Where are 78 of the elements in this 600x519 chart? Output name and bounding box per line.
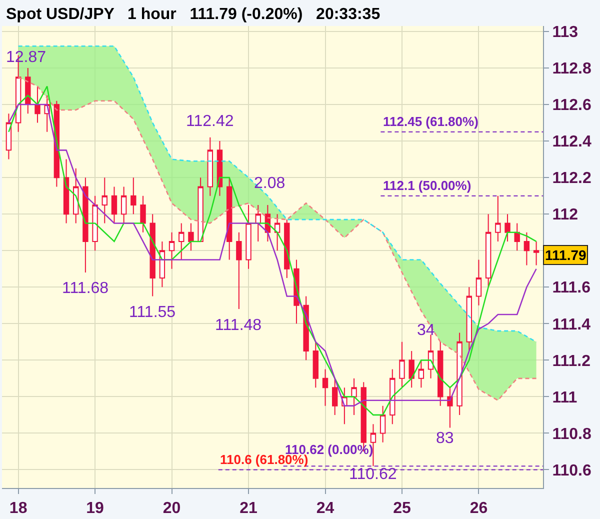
candlestick [428,334,434,379]
candlestick [438,341,444,406]
y-tick-label: 112.6 [552,97,592,114]
candlestick [198,177,204,242]
annotation: 12.87 [6,49,46,66]
candlestick [82,177,88,274]
candlestick [207,136,213,196]
y-tick-label: 111.4 [552,316,591,334]
candlestick [130,177,136,215]
candlestick [178,222,184,260]
candlestick [524,232,530,266]
annotation: 2.08 [254,175,286,192]
x-tick-label: 18 [9,500,28,518]
candlestick [351,378,357,416]
candlestick [312,341,319,388]
candlestick [466,286,472,352]
candlestick [216,140,223,196]
candlestick [380,405,386,443]
annotation: 111.68 [62,280,109,297]
candlestick [504,214,510,242]
candlestick [226,177,232,260]
candlestick [63,158,70,224]
annotation: 110.62 [349,466,397,483]
text: 111.79 [545,247,586,263]
candlestick [255,204,261,242]
candlestick [495,195,501,242]
annotation: 34 [417,322,435,339]
candlestick [485,214,492,288]
x-tick-label: 21 [240,500,258,518]
candlestick [120,186,127,224]
x-tick-label: 25 [393,500,411,518]
y-tick-label: 112.8 [552,60,592,78]
annotation: 83 [436,430,454,447]
candlestick [390,368,396,425]
candlestick [34,86,40,124]
candlestick [188,222,194,252]
ref-line-label: 112.45 (61.80%) [383,114,478,129]
y-tick-label: 110.8 [552,426,592,443]
candlestick [102,177,108,224]
y-tick-label: 110.6 [552,462,592,480]
candlestick [274,214,280,252]
y-tick-label: 113 [552,24,578,42]
y-tick-label: 111 [552,389,578,406]
candlestick [322,368,328,406]
x-tick-label: 24 [316,500,334,518]
y-tick-label: 112.4 [552,134,592,151]
y-tick-label: 112.2 [552,170,592,188]
x-tick-label: 20 [162,500,181,518]
candlestick [332,378,338,416]
candlestick [476,259,482,306]
x-tick-label: 19 [86,500,104,518]
y-tick-label: 111.6 [552,280,591,297]
annotation: 111.48 [215,317,262,334]
candlestick [6,113,12,160]
candlestick [92,195,98,252]
ref-line-label: 112.1 (50.00%) [383,178,472,193]
annotation: 112.42 [186,113,234,130]
candlestick [25,68,31,114]
x-tick-label: 26 [470,500,488,518]
candlestick [236,232,242,310]
y-tick-label: 112 [552,206,578,224]
y-tick-label: 111.2 [552,352,591,370]
candlestick [140,195,146,233]
candlestick [399,341,405,388]
candlestick [111,186,118,224]
candlestick [150,214,156,297]
chart-title: Spot USD/JPY 1 hour 111.79 (-0.20%) 20:33:35 [6,6,380,23]
candlestick [159,240,166,288]
candlestick [514,222,520,252]
candlestick [408,350,414,388]
candlestick [284,219,290,278]
annotation: 111.55 [129,304,176,321]
candlestick [73,168,79,224]
candlestick [418,360,424,388]
candlestick [168,232,175,270]
candlestick [533,240,540,266]
candlestick [456,332,462,416]
candlestick [246,204,252,270]
